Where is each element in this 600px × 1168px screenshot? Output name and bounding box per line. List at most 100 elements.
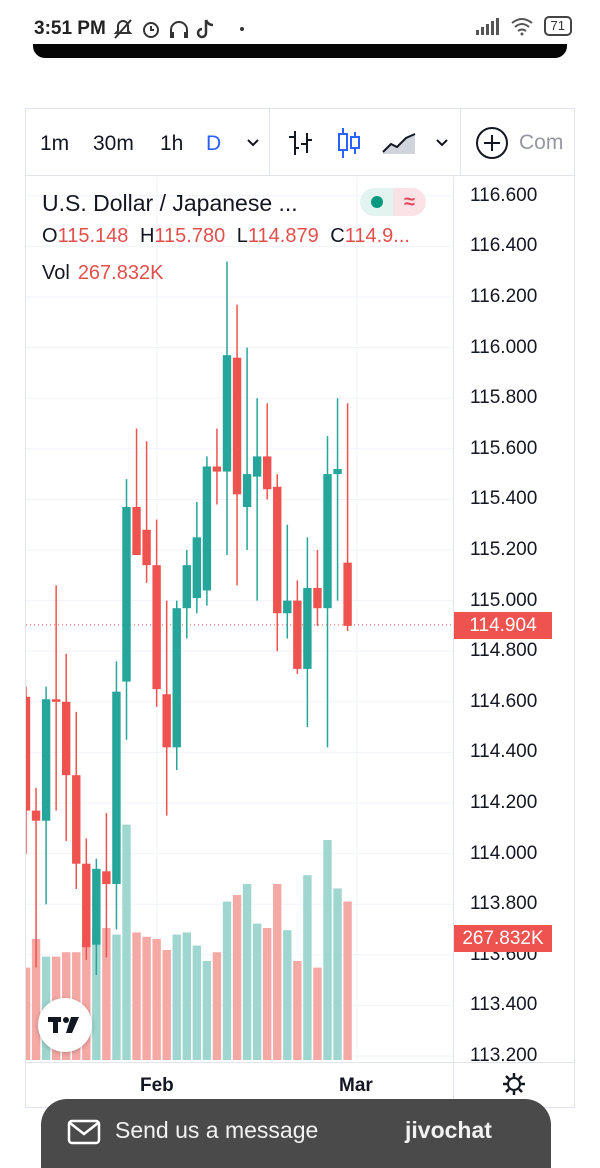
low-label: L xyxy=(236,225,248,247)
jivochat-brand: jivochat xyxy=(405,1117,492,1143)
timeframe-30m[interactable]: 30m xyxy=(93,132,134,155)
volume-bar xyxy=(252,923,262,1060)
price-axis-label: 114.800 xyxy=(470,640,538,662)
candle-body xyxy=(72,775,81,864)
candle-body xyxy=(102,871,111,884)
compare-button[interactable]: Com xyxy=(475,126,563,160)
volume-bar xyxy=(263,928,272,1060)
timeframe-1m[interactable]: 1m xyxy=(40,132,70,155)
tiktok-icon xyxy=(196,19,214,39)
candle-body xyxy=(313,587,322,609)
ohlc-legend: O115.148 H115.780 L114.879 C114.9... xyxy=(42,225,410,248)
toolbar-divider xyxy=(269,108,270,176)
chart-style-dropdown-chevron-icon[interactable] xyxy=(434,134,450,150)
volume-bar xyxy=(182,932,191,1060)
candle-body xyxy=(212,466,222,472)
toolbar-divider-2 xyxy=(460,108,461,176)
candle-body xyxy=(182,565,191,609)
candle-body xyxy=(273,486,282,614)
price-axis-label: 113.800 xyxy=(470,893,538,915)
candle-body xyxy=(283,600,292,614)
compare-label: Com xyxy=(519,131,564,154)
volume-bar xyxy=(26,967,31,1060)
candle-body xyxy=(172,608,181,748)
mail-icon xyxy=(67,1119,101,1145)
volume-bar xyxy=(31,939,41,1060)
price-axis-label: 115.800 xyxy=(470,387,538,409)
volume-bar xyxy=(122,824,131,1060)
candle-body xyxy=(92,868,101,945)
market-open-dot-icon xyxy=(370,196,383,208)
bar-chart-style-icon[interactable] xyxy=(285,128,315,158)
price-axis-label: 114.200 xyxy=(470,792,538,813)
signal-icon xyxy=(475,18,499,35)
notification-dot-icon xyxy=(240,27,244,31)
time-label-feb: Feb xyxy=(140,1075,174,1096)
volume-bar xyxy=(192,945,202,1060)
candle-body xyxy=(202,466,212,591)
time-label-mar: Mar xyxy=(339,1075,373,1096)
price-axis-label: 113.200 xyxy=(470,1045,538,1066)
price-axis-label: 115.600 xyxy=(470,437,538,459)
wifi-icon xyxy=(510,18,533,36)
volume-bar xyxy=(343,901,352,1060)
candle-body xyxy=(26,696,31,811)
volume-bar xyxy=(273,884,282,1060)
price-axis-label: 114.600 xyxy=(470,690,538,712)
price-axis-label: 115.400 xyxy=(470,488,538,510)
top-notch-bar xyxy=(33,44,567,58)
area-chart-style-icon[interactable] xyxy=(381,130,417,156)
tradingview-logo-icon xyxy=(48,1017,79,1033)
jivochat-message: Send us a message xyxy=(115,1117,319,1143)
close-value: 114.9... xyxy=(344,225,410,247)
volume-bar xyxy=(212,952,222,1060)
candle-body xyxy=(252,456,262,477)
timeframe-d[interactable]: D xyxy=(206,132,222,155)
chart-toolbar: 1m 30m 1h D xyxy=(25,108,575,176)
candle-body xyxy=(112,691,121,884)
headphones-icon xyxy=(170,21,188,38)
battery-indicator: 71 xyxy=(543,16,572,36)
mute-icon xyxy=(113,19,133,39)
candle-body xyxy=(122,506,131,682)
timeframe-1h[interactable]: 1h xyxy=(160,132,184,155)
candle-body xyxy=(192,537,202,599)
candle-body xyxy=(323,474,332,609)
settings-gear-icon[interactable] xyxy=(502,1072,526,1096)
candle-body xyxy=(343,562,352,626)
time-axis[interactable] xyxy=(26,1062,574,1108)
market-status-pill[interactable]: ≈ xyxy=(360,188,426,216)
candle-body xyxy=(62,701,71,776)
volume-bar xyxy=(172,934,181,1060)
high-value: 115.780 xyxy=(154,225,226,247)
volume-legend: Vol 267.832K xyxy=(42,262,163,285)
symbol-title[interactable]: U.S. Dollar / Japanese ... xyxy=(42,190,298,216)
candle-body xyxy=(222,355,232,472)
timeframe-dropdown-chevron-icon[interactable] xyxy=(245,134,261,150)
volume-bar xyxy=(313,967,322,1060)
jivochat-widget[interactable]: Send us a message jivochat xyxy=(41,1099,551,1168)
volume-bar xyxy=(222,901,232,1060)
status-icons xyxy=(112,16,244,42)
high-label: H xyxy=(139,225,155,247)
volume-bar xyxy=(283,930,292,1060)
price-axis-label: 116.200 xyxy=(470,286,538,307)
candles-chart-style-icon[interactable] xyxy=(335,126,363,160)
candle-body xyxy=(263,456,272,490)
volume-bar xyxy=(142,936,151,1060)
open-value: 115.148 xyxy=(57,225,129,247)
candle-body xyxy=(242,474,252,507)
candle-body xyxy=(232,357,242,495)
price-axis-label: 115.000 xyxy=(470,589,538,611)
price-axis-label: 116.000 xyxy=(470,336,538,358)
last-volume-tag: 267.832K xyxy=(454,925,552,952)
volume-bar xyxy=(202,961,212,1060)
last-price-tag: 114.904 xyxy=(454,611,552,639)
volume-bar xyxy=(242,884,252,1060)
volume-label: Vol xyxy=(42,262,70,284)
volume-bar xyxy=(333,888,342,1060)
close-label: C xyxy=(330,225,345,247)
price-axis-label: 116.600 xyxy=(470,184,538,206)
volume-bar xyxy=(102,928,111,1060)
tradingview-logo[interactable] xyxy=(38,998,92,1052)
